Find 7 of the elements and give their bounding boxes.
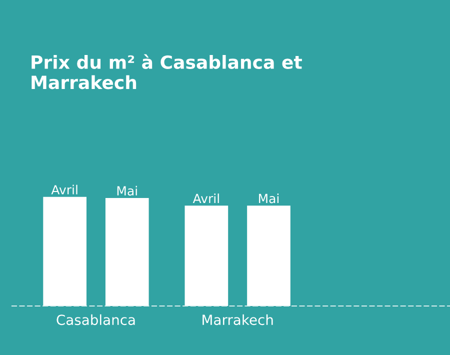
x-tick-label: Marrakech [202,314,273,326]
chart-title: Prix du m² à Casablanca et Marrakech [32,54,302,90]
series-label: Mai [117,186,137,196]
text: Mai [259,194,279,204]
series-label: Avril [51,184,78,194]
x-tick-label: Casablanca [56,314,135,326]
text: Avril [192,194,219,204]
